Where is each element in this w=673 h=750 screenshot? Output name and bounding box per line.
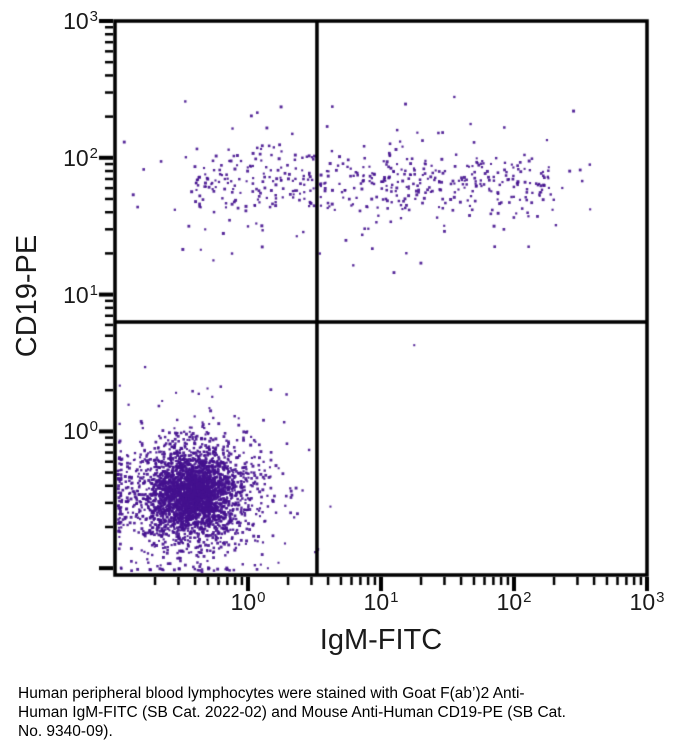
x-axis-label: IgM-FITC [319,624,443,656]
scatter-plot-canvas [0,0,673,660]
dot-plot-figure: CD19-PE IgM-FITC 100 101 102 103 100 101 102 1… [0,0,673,660]
y-tick-label-10e3: 103 [63,8,98,34]
caption-line-3: No. 9340-09). [18,723,113,740]
figure-caption: Human peripheral blood lymphocytes were … [18,684,658,741]
caption-line-2: Human IgM-FITC (SB Cat. 2022-02) and Mou… [18,704,566,721]
x-tick-label-10e0: 100 [230,589,266,615]
y-tick-label-10e2: 102 [63,144,98,171]
y-tick-label-10e1: 101 [63,281,98,308]
caption-line-1: Human peripheral blood lymphocytes were … [18,685,525,702]
x-tick-label-10e3: 103 [629,589,665,615]
y-tick-label-10e0: 100 [63,418,98,445]
x-tick-label-10e2: 102 [496,589,532,615]
x-tick-label-10e1: 101 [363,589,399,615]
